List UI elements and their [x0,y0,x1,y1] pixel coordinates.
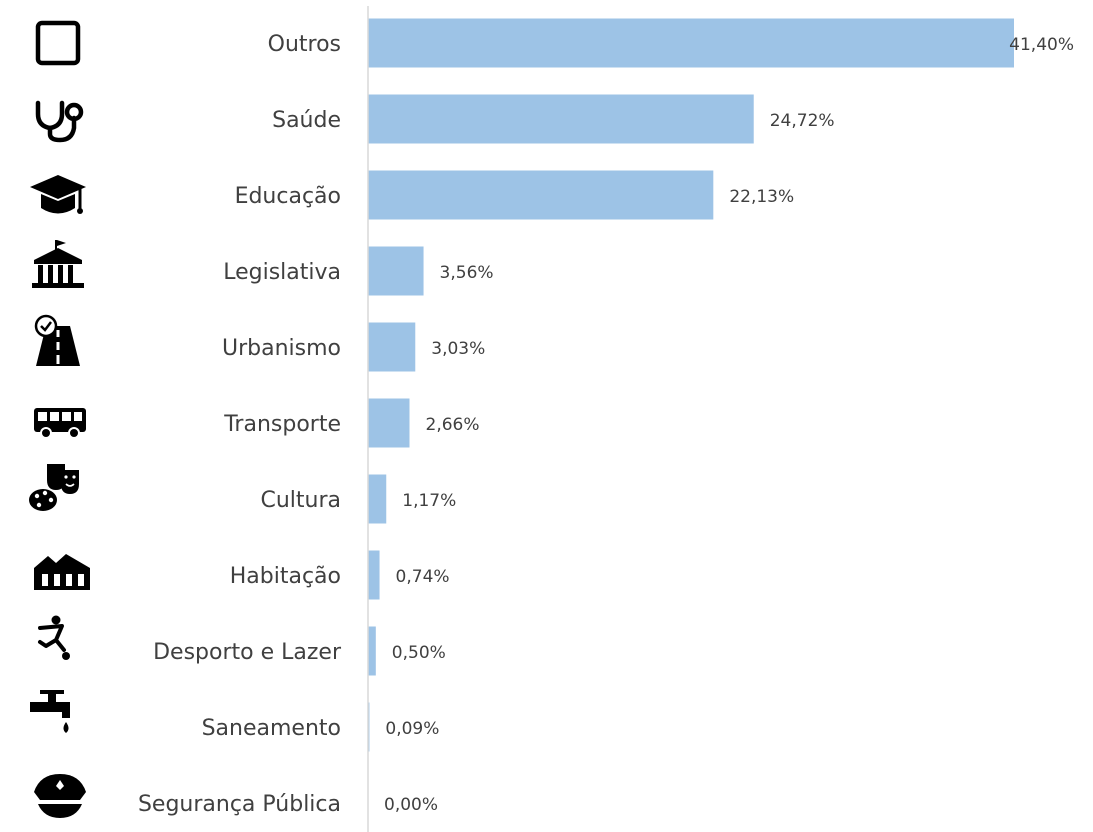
value-labels: 41,40% 24,72% 22,13% 3,56% 3,03% 2,66% 1,17% 0,… [384,35,1074,815]
category-label-outros: Outros [268,32,341,57]
value-label-legislativa: 3,56% [440,263,494,283]
category-label-cultura: Cultura [260,488,341,513]
square-icon [35,20,81,66]
category-label-habitacao: Habitação [230,564,341,589]
value-label-desporto-e-lazer: 0,50% [392,643,446,663]
category-label-saneamento: Saneamento [202,716,341,741]
value-label-urbanismo: 3,03% [431,339,485,359]
police-cap-icon [34,774,86,818]
theater-masks-palette-icon [29,464,79,511]
bar-outros [368,18,1014,68]
bar-educacao [368,170,714,220]
category-label-seguranca-publica: Segurança Pública [138,792,341,817]
value-label-seguranca-publica: 0,00% [384,795,438,815]
bars [368,18,1014,752]
category-label-urbanismo: Urbanismo [222,336,341,361]
road-icon [34,314,80,366]
category-labels: Outros Saúde Educação Legislativa Urbanismo T… [138,32,342,817]
faucet-icon [30,690,70,733]
bar-saude [368,94,754,144]
value-label-transporte: 2,66% [426,415,480,435]
category-label-transporte: Transporte [223,412,341,437]
bar-desporto-e-lazer [368,626,376,676]
bar-urbanismo [368,322,416,372]
value-label-outros: 41,40% [1009,35,1074,55]
category-label-educacao: Educação [235,184,341,209]
graduation-cap-icon [30,175,86,214]
value-label-cultura: 1,17% [402,491,456,511]
bus-icon [34,408,86,439]
government-building-icon [32,240,84,288]
bar-cultura [368,474,387,524]
bar-habitacao [368,550,380,600]
category-label-desporto-e-lazer: Desporto e Lazer [153,640,342,665]
category-icons [29,20,90,818]
value-label-saneamento: 0,09% [385,719,439,739]
value-label-educacao: 22,13% [729,187,794,207]
value-label-habitacao: 0,74% [396,567,450,587]
soccer-player-icon [38,615,70,660]
bar-transporte [368,398,410,448]
value-label-saude: 24,72% [770,111,835,131]
houses-icon [34,554,90,590]
stethoscope-icon [35,100,84,143]
bar-legislativa [368,246,424,296]
category-label-legislativa: Legislativa [223,260,341,285]
category-label-saude: Saúde [272,108,341,133]
